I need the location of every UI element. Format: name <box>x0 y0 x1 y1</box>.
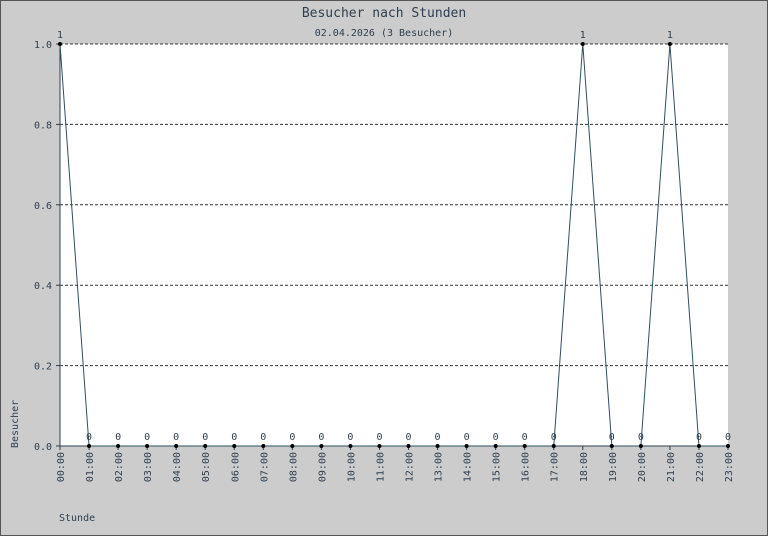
data-label: 0 <box>289 432 295 443</box>
data-label: 0 <box>260 432 266 443</box>
data-point <box>261 444 266 448</box>
y-axis-label: Besucher <box>10 400 21 448</box>
x-tick-label: 19:00 <box>608 452 619 482</box>
x-tick-label: 02:00 <box>114 452 125 482</box>
data-point <box>232 444 237 448</box>
data-label: 0 <box>86 432 92 443</box>
x-tick-label: 23:00 <box>724 452 735 482</box>
data-label: 0 <box>115 432 121 443</box>
data-label: 0 <box>551 432 557 443</box>
x-tick-label: 00:00 <box>56 452 67 482</box>
data-label: 1 <box>57 30 63 41</box>
x-tick-label: 07:00 <box>259 452 270 482</box>
y-tick-label: 0.6 <box>34 201 52 212</box>
x-tick-label: 20:00 <box>637 452 648 482</box>
data-point <box>377 444 382 448</box>
data-point <box>348 444 353 448</box>
data-label: 0 <box>144 432 150 443</box>
data-point <box>522 444 527 448</box>
data-point <box>696 444 701 448</box>
data-point <box>406 444 411 448</box>
x-tick-label: 15:00 <box>492 452 503 482</box>
data-label: 0 <box>318 432 324 443</box>
data-point <box>116 444 121 448</box>
x-tick-label: 12:00 <box>405 452 416 482</box>
data-point <box>58 42 62 46</box>
data-point <box>290 444 295 448</box>
x-tick-label: 13:00 <box>434 452 445 482</box>
data-label: 0 <box>464 432 470 443</box>
x-tick-label: 03:00 <box>143 452 154 482</box>
data-point <box>319 444 324 448</box>
x-tick-label: 09:00 <box>317 452 328 482</box>
chart-subtitle: 02.04.2026 (3 Besucher) <box>315 28 453 39</box>
chart-title: Besucher nach Stunden <box>302 6 466 21</box>
data-point <box>87 444 92 448</box>
data-point <box>580 42 585 46</box>
data-point <box>667 42 672 46</box>
data-label: 0 <box>435 432 441 443</box>
x-tick-label: 08:00 <box>288 452 299 482</box>
data-point <box>609 444 614 448</box>
x-axis-label: Stunde <box>59 513 95 524</box>
data-line <box>59 43 728 447</box>
data-label: 0 <box>347 432 353 443</box>
data-label: 0 <box>493 432 499 443</box>
data-label: 0 <box>725 432 731 443</box>
data-label: 0 <box>376 432 382 443</box>
plot-area <box>60 44 728 446</box>
data-label: 0 <box>406 432 412 443</box>
x-tick-label: 18:00 <box>579 452 590 482</box>
x-tick-label: 10:00 <box>346 452 357 482</box>
x-tick-label: 22:00 <box>695 452 706 482</box>
data-point <box>435 444 440 448</box>
x-tick-label: 11:00 <box>375 452 386 482</box>
data-label: 0 <box>202 432 208 443</box>
x-tick-label: 16:00 <box>521 452 532 482</box>
y-tick-label: 0.2 <box>34 362 52 373</box>
data-point <box>145 444 150 448</box>
data-label: 0 <box>696 432 702 443</box>
x-tick-label: 21:00 <box>666 452 677 482</box>
x-tick-label: 14:00 <box>463 452 474 482</box>
data-label: 0 <box>173 432 179 443</box>
data-point <box>551 444 556 448</box>
data-label: 0 <box>231 432 237 443</box>
x-tick-label: 06:00 <box>230 452 241 482</box>
data-label: 0 <box>609 432 615 443</box>
data-point <box>493 444 498 448</box>
data-point <box>638 444 643 448</box>
data-label: 1 <box>580 30 586 41</box>
y-tick-label: 0.8 <box>34 120 52 131</box>
data-point <box>464 444 469 448</box>
y-tick-label: 0.0 <box>34 442 52 453</box>
data-point <box>174 444 179 448</box>
data-label: 0 <box>638 432 644 443</box>
x-tick-label: 04:00 <box>172 452 183 482</box>
x-tick-label: 01:00 <box>85 452 96 482</box>
data-label: 0 <box>522 432 528 443</box>
x-tick-label: 05:00 <box>201 452 212 482</box>
data-point <box>726 444 730 448</box>
y-tick-label: 1.0 <box>34 40 52 51</box>
data-point <box>203 444 208 448</box>
y-tick-label: 0.4 <box>34 281 52 292</box>
data-label: 1 <box>667 30 673 41</box>
x-tick-label: 17:00 <box>550 452 561 482</box>
